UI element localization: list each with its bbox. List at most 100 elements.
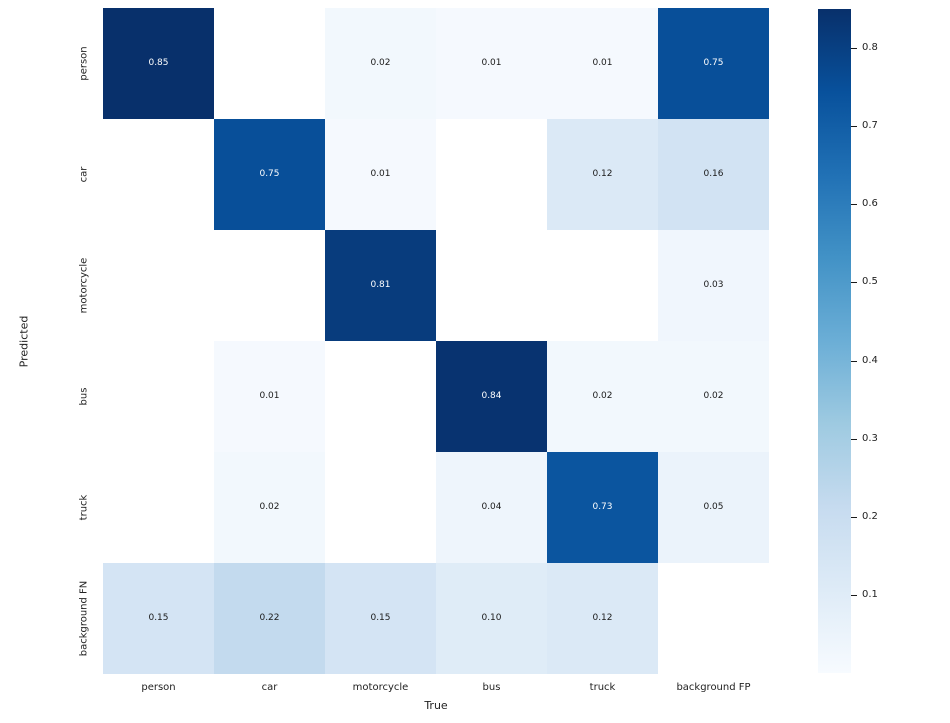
cell-value: 0.85	[148, 58, 169, 68]
y-axis-title: Predicted	[17, 315, 31, 367]
heatmap-cell	[103, 452, 214, 563]
heatmap-cell: 0.05	[658, 452, 769, 563]
heatmap-cell: 0.22	[214, 563, 325, 674]
colorbar-tick-label: 0.7	[862, 119, 878, 131]
heatmap-cell: 0.01	[325, 119, 436, 230]
heatmap-cell: 0.04	[436, 452, 547, 563]
heatmap-cell: 0.15	[325, 563, 436, 674]
cell-value: 0.16	[703, 169, 724, 179]
cell-value: 0.01	[370, 169, 391, 179]
heatmap-cell: 0.75	[658, 8, 769, 119]
heatmap-cell	[103, 341, 214, 452]
y-tick-label-text: bus	[78, 387, 90, 406]
x-tick-label: truck	[589, 682, 616, 693]
heatmap-cell	[436, 119, 547, 230]
cell-value: 0.75	[259, 169, 280, 179]
colorbar-tick-label: 0.3	[862, 432, 878, 444]
colorbar-tick-mark	[851, 126, 857, 128]
colorbar-tick-label: 0.4	[862, 354, 878, 366]
heatmap-cell: 0.12	[547, 119, 658, 230]
cell-value: 0.73	[592, 502, 613, 512]
heatmap-cell: 0.01	[214, 341, 325, 452]
colorbar-tick-mark	[851, 48, 857, 50]
y-tick-label-text: background FN	[78, 580, 90, 657]
heatmap-cell	[325, 452, 436, 563]
heatmap-cell: 0.84	[436, 341, 547, 452]
y-tick-label-text: truck	[78, 494, 90, 521]
colorbar-gradient	[818, 9, 851, 673]
cell-value: 0.05	[703, 502, 724, 512]
y-tick-label-text: motorcycle	[78, 257, 90, 314]
y-tick-label: motorcycle	[70, 230, 98, 341]
heatmap-cell: 0.02	[658, 341, 769, 452]
cell-value: 0.15	[370, 613, 391, 623]
heatmap-cell: 0.81	[325, 230, 436, 341]
colorbar-tick-label: 0.1	[862, 588, 878, 600]
heatmap-grid: 0.85 0.02 0.01 0.01 0.75 0.75 0.01 0.12 0.16 0.81…	[103, 8, 769, 674]
colorbar-tick-mark	[851, 594, 857, 596]
x-axis-tick-labels: person car motorcycle bus truck background FP	[103, 682, 769, 693]
y-axis-tick-labels: person car motorcycle bus truck background FN	[70, 8, 98, 674]
y-tick-label: car	[70, 119, 98, 230]
heatmap-cell: 0.15	[103, 563, 214, 674]
heatmap-cell: 0.03	[658, 230, 769, 341]
heatmap-cell: 0.01	[436, 8, 547, 119]
heatmap-cell: 0.75	[214, 119, 325, 230]
heatmap-cell	[103, 230, 214, 341]
colorbar-tick-mark	[851, 516, 857, 518]
colorbar-tick-label: 0.8	[862, 41, 878, 53]
cell-value: 0.12	[592, 169, 613, 179]
colorbar-tick-label: 0.6	[862, 198, 878, 210]
colorbar-tick-mark	[851, 360, 857, 362]
cell-value: 0.12	[592, 613, 613, 623]
y-axis-title-wrap: Predicted	[14, 8, 34, 674]
heatmap-cell: 0.02	[214, 452, 325, 563]
cell-value: 0.15	[148, 613, 169, 623]
heatmap-cell: 0.73	[547, 452, 658, 563]
x-tick-label: background FP	[676, 682, 751, 693]
x-tick-label: motorcycle	[352, 682, 409, 693]
heatmap-cell	[214, 230, 325, 341]
y-tick-label: person	[70, 8, 98, 119]
colorbar-tick-mark	[851, 438, 857, 440]
heatmap-cell: 0.02	[325, 8, 436, 119]
colorbar-tick-label: 0.2	[862, 510, 878, 522]
cell-value: 0.01	[481, 58, 502, 68]
cell-value: 0.02	[259, 502, 280, 512]
x-tick-label: bus	[482, 682, 501, 693]
cell-value: 0.04	[481, 502, 502, 512]
y-tick-label: truck	[70, 452, 98, 563]
heatmap-cell	[658, 563, 769, 674]
cell-value: 0.22	[259, 613, 280, 623]
cell-value: 0.02	[703, 391, 724, 401]
colorbar-tick-mark	[851, 204, 857, 206]
y-tick-label-text: car	[78, 166, 90, 183]
heatmap-cell	[547, 230, 658, 341]
cell-value: 0.02	[370, 58, 391, 68]
cell-value: 0.10	[481, 613, 502, 623]
heatmap-cell: 0.02	[547, 341, 658, 452]
heatmap-cell: 0.85	[103, 8, 214, 119]
x-tick-label: car	[261, 682, 278, 693]
cell-value: 0.02	[592, 391, 613, 401]
y-tick-label: bus	[70, 341, 98, 452]
x-axis-title: True	[424, 699, 448, 712]
cell-value: 0.84	[481, 391, 502, 401]
cell-value: 0.03	[703, 280, 724, 290]
heatmap-cell: 0.10	[436, 563, 547, 674]
heatmap-cell	[436, 230, 547, 341]
heatmap-cell	[103, 119, 214, 230]
cell-value: 0.01	[592, 58, 613, 68]
heatmap-cell	[325, 341, 436, 452]
heatmap-cell: 0.01	[547, 8, 658, 119]
cell-value: 0.75	[703, 58, 724, 68]
cell-value: 0.81	[370, 280, 391, 290]
cell-value: 0.01	[259, 391, 280, 401]
colorbar-tick-label: 0.5	[862, 276, 878, 288]
heatmap-cell: 0.16	[658, 119, 769, 230]
heatmap-cell	[214, 8, 325, 119]
y-tick-label: background FN	[70, 563, 98, 674]
y-tick-label-text: person	[78, 46, 90, 81]
x-tick-label: person	[141, 682, 176, 693]
